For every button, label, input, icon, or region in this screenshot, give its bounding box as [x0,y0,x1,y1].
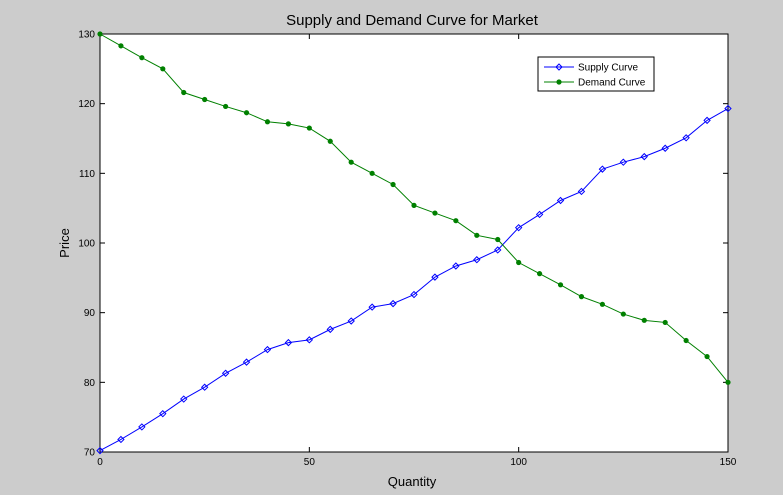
data-point [661,144,669,152]
data-point [703,116,711,125]
data-point [474,232,480,238]
y-tick-label: 110 [79,169,95,180]
data-point [139,55,145,61]
data-point [495,236,501,243]
data-point [285,121,291,127]
series-supply-curve [96,104,732,455]
data-point [348,159,354,165]
data-point [160,66,166,72]
data-point [159,409,167,418]
data-point [640,152,648,161]
data-point [641,317,647,323]
data-point [117,435,125,444]
data-point [411,202,417,208]
data-point [223,103,229,110]
data-point [390,181,396,188]
data-point [305,336,314,344]
legend-marker-demand [556,79,562,85]
data-point [598,165,607,173]
data-point [369,170,375,176]
data-point [516,259,522,266]
data-point [431,273,439,281]
data-point [347,317,355,325]
data-point [180,395,188,403]
x-tick-label: 50 [304,457,316,468]
legend-label-supply: Supply Curve [578,63,638,74]
series-line-supply-curve [99,108,729,452]
x-tick-label: 0 [97,457,103,468]
series-layer [96,31,732,455]
chart-title: Supply and Demand Curve for Market [286,12,539,29]
x-tick-label: 100 [510,457,527,468]
data-point [725,379,731,385]
y-tick-label: 130 [78,30,95,41]
data-point [432,210,438,216]
plot-area [99,33,729,453]
data-point [368,303,376,311]
data-point [662,319,668,326]
data-point [181,89,187,96]
data-point [577,187,586,196]
data-point [514,223,523,232]
data-point [704,353,710,360]
data-point [683,337,689,344]
data-point [118,43,124,49]
data-point [242,358,251,366]
data-point [619,158,628,166]
data-point [138,423,146,431]
data-point [410,290,418,299]
data-point [473,256,481,264]
legend: Supply Curve Demand Curve [537,56,655,92]
data-point [494,246,502,254]
data-point [724,104,732,113]
data-point [97,31,103,37]
data-point [263,345,272,354]
data-point [682,134,690,142]
data-point [306,125,312,131]
data-point [221,369,230,377]
data-point [620,311,626,317]
data-point [453,218,459,224]
data-point [557,282,564,288]
y-tick-label: 90 [84,308,96,319]
data-point [389,299,397,308]
data-point [578,294,585,300]
y-axis-label: Price [57,228,72,258]
data-point [200,383,209,391]
series-demand-curve [97,31,731,385]
data-point [264,119,271,125]
data-point [284,338,293,347]
data-point [243,110,250,116]
y-tick-label: 100 [78,239,95,250]
y-tick-label: 70 [84,448,96,459]
data-point [556,196,565,205]
data-point [202,96,208,103]
legend-box [537,56,655,92]
data-point [326,325,334,334]
legend-marker-supply [555,63,563,71]
data-point [535,210,544,219]
y-tick-label: 80 [84,378,96,389]
data-point [452,262,460,270]
y-tick-label: 120 [78,99,95,110]
data-point [599,301,606,307]
axis-ticks: 0 50 100 150 70 80 90 100 110 120 130 [78,30,736,469]
data-point [96,446,104,455]
legend-label-demand: Demand Curve [578,78,646,89]
x-tick-label: 150 [720,457,737,468]
data-point [327,138,333,144]
data-point [537,271,543,277]
x-axis-label: Quantity [388,474,437,489]
